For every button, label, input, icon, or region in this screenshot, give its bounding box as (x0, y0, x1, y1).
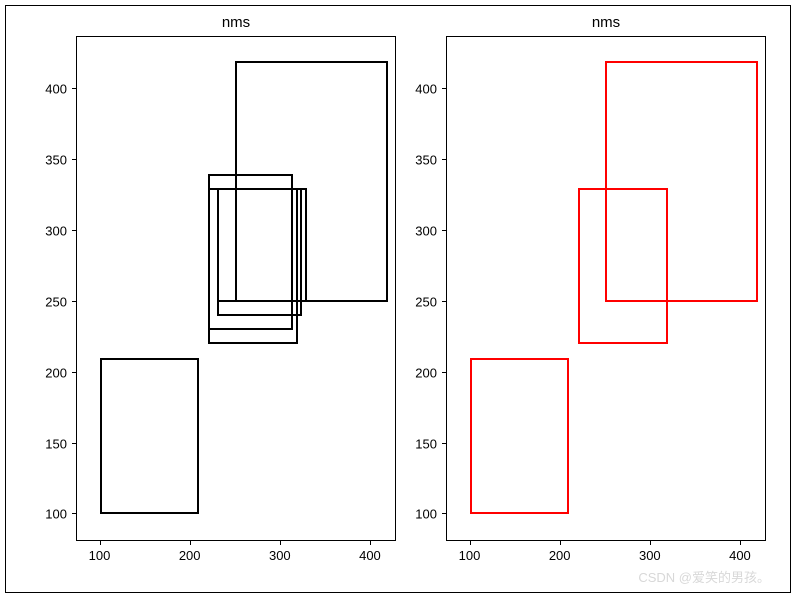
y-tick-label: 100 (415, 507, 437, 522)
y-tick-label: 350 (45, 152, 67, 167)
y-tick (442, 301, 447, 302)
y-tick-label: 100 (45, 507, 67, 522)
y-tick-label: 200 (415, 365, 437, 380)
y-tick (72, 513, 77, 514)
y-tick (442, 88, 447, 89)
x-tick (100, 540, 101, 545)
subplot-right-plot: 100200300400100150200250300350400 (446, 36, 766, 541)
x-tick (650, 540, 651, 545)
x-tick (470, 540, 471, 545)
y-tick-label: 300 (415, 223, 437, 238)
subplot-left-title: nms (222, 14, 250, 31)
y-tick (442, 372, 447, 373)
y-tick-label: 300 (45, 223, 67, 238)
x-tick-label: 200 (179, 548, 201, 563)
bbox-rect (578, 188, 668, 344)
y-tick-label: 400 (415, 81, 437, 96)
y-tick (72, 372, 77, 373)
x-tick-label: 400 (359, 548, 381, 563)
x-tick (370, 540, 371, 545)
x-tick (190, 540, 191, 545)
y-tick-label: 400 (45, 81, 67, 96)
y-tick-label: 200 (45, 365, 67, 380)
subplot-right-title: nms (592, 14, 620, 31)
y-tick-label: 350 (415, 152, 437, 167)
bbox-rect (470, 358, 569, 514)
bbox-rect (217, 188, 307, 301)
y-tick (72, 443, 77, 444)
x-tick-label: 300 (639, 548, 661, 563)
x-tick (280, 540, 281, 545)
x-tick-label: 200 (549, 548, 571, 563)
y-tick-label: 250 (415, 294, 437, 309)
y-tick (442, 230, 447, 231)
x-tick (560, 540, 561, 545)
y-tick (72, 230, 77, 231)
y-tick (72, 88, 77, 89)
x-tick-label: 300 (269, 548, 291, 563)
subplot-left-plot: 100200300400100150200250300350400 (76, 36, 396, 541)
y-tick (442, 443, 447, 444)
y-tick-label: 150 (45, 436, 67, 451)
x-tick-label: 400 (729, 548, 751, 563)
bbox-rect (100, 358, 199, 514)
y-tick (442, 159, 447, 160)
y-tick-label: 150 (415, 436, 437, 451)
figure: nms 100200300400100150200250300350400 nm… (5, 5, 791, 593)
y-tick (72, 159, 77, 160)
x-tick-label: 100 (459, 548, 481, 563)
y-tick (442, 513, 447, 514)
y-tick-label: 250 (45, 294, 67, 309)
x-tick-label: 100 (89, 548, 111, 563)
watermark: CSDN @爱笑的男孩。 (638, 567, 770, 586)
y-tick (72, 301, 77, 302)
x-tick (740, 540, 741, 545)
